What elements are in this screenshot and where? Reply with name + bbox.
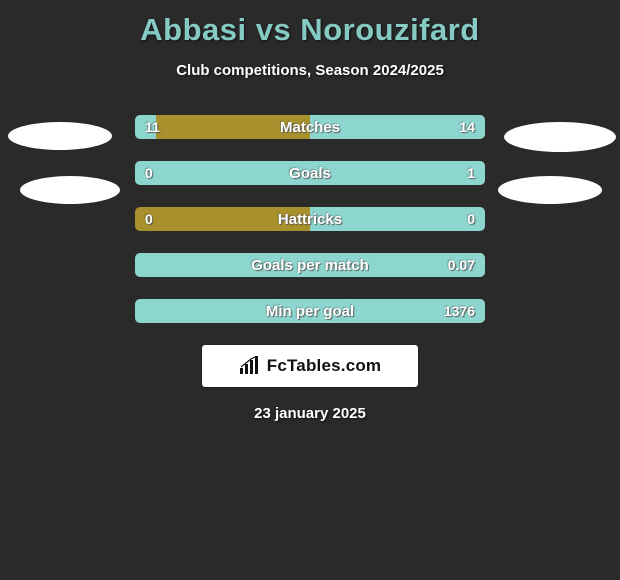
decorative-ellipse [20, 176, 120, 204]
right-fill [310, 115, 485, 139]
stat-row: 01Goals [135, 161, 485, 185]
snapshot-date: 23 january 2025 [0, 405, 620, 422]
decorative-ellipse [498, 176, 602, 204]
right-fill [310, 253, 485, 277]
decorative-ellipse [504, 122, 616, 152]
right-fill [310, 161, 485, 185]
decorative-ellipse [8, 122, 112, 150]
brand-chart-icon [239, 356, 261, 376]
comparison-chart: 1114Matches 01Goals 00Hattricks 0.07Goals p… [135, 115, 485, 323]
right-fill [310, 299, 485, 323]
brand-badge: FcTables.com [202, 345, 418, 387]
left-fill [156, 115, 310, 139]
stat-row: 00Hattricks [135, 207, 485, 231]
page-title: Abbasi vs Norouzifard [0, 0, 620, 48]
page-subtitle: Club competitions, Season 2024/2025 [0, 62, 620, 79]
brand-name: FcTables.com [267, 356, 382, 376]
stat-row: 1376Min per goal [135, 299, 485, 323]
stat-row: 0.07Goals per match [135, 253, 485, 277]
stat-row: 1114Matches [135, 115, 485, 139]
